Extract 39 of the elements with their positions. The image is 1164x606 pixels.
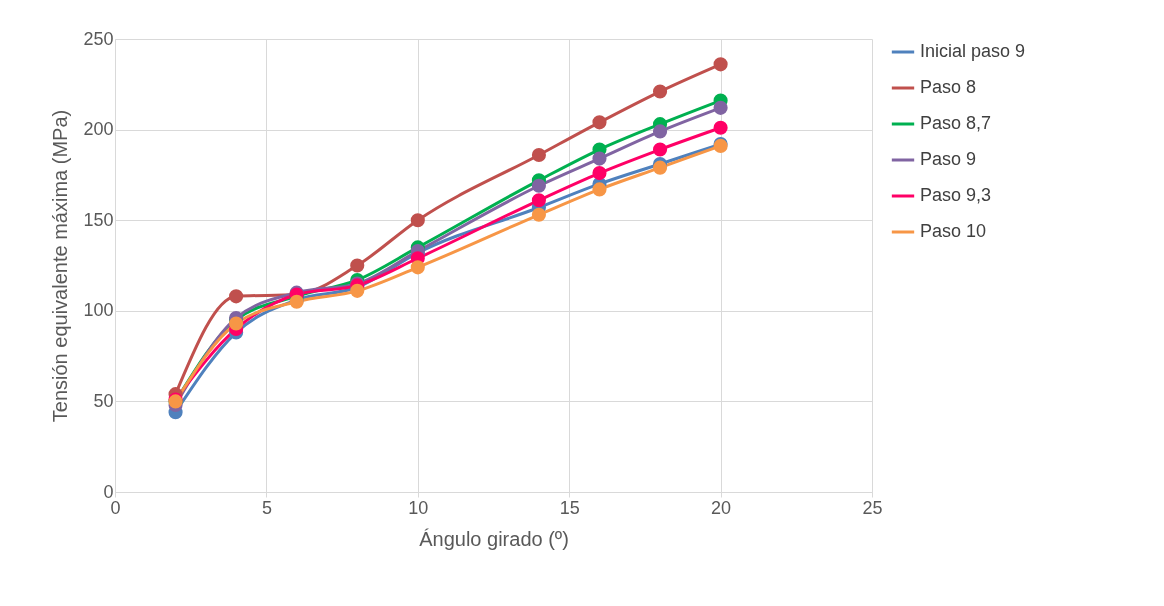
legend-label: Paso 9,3: [920, 185, 992, 205]
point: [531, 147, 546, 163]
x-axis-title: Ángulo girado (º): [419, 527, 569, 550]
y-tick-label: 0: [103, 481, 114, 502]
x-tick-label: 15: [559, 497, 580, 518]
y-tick-label: 150: [83, 209, 114, 230]
x-tick-label: 20: [711, 497, 732, 518]
point: [531, 193, 546, 208]
point: [713, 57, 728, 72]
point: [652, 84, 668, 99]
point: [592, 151, 607, 166]
y-tick-label: 100: [83, 300, 114, 321]
point: [229, 316, 244, 331]
point: [652, 160, 668, 175]
point: [713, 100, 728, 115]
x-tick-label: 5: [261, 497, 272, 518]
point: [713, 120, 728, 135]
legend-label: Paso 8: [920, 77, 977, 97]
point: [229, 289, 244, 304]
point: [350, 258, 365, 273]
y-axis-title: Tensión equivalente máxima (MPa): [49, 109, 72, 423]
point: [592, 182, 607, 197]
x-tick-label: 10: [408, 497, 429, 518]
point: [410, 213, 425, 228]
point: [652, 142, 668, 157]
point: [531, 178, 546, 193]
point: [652, 124, 668, 139]
point: [410, 260, 425, 275]
legend-label: Paso 8,7: [920, 113, 992, 133]
legend-label: Inicial paso 9: [920, 41, 1026, 61]
point: [531, 207, 546, 222]
legend-label: Paso 9: [920, 149, 977, 169]
y-tick-label: 200: [83, 119, 114, 140]
x-tick-label: 25: [862, 497, 883, 518]
point: [592, 115, 607, 130]
y-tick-label: 50: [93, 390, 114, 411]
y-tick-label: 250: [83, 28, 114, 49]
point: [592, 166, 607, 181]
legend-label: Paso 10: [920, 221, 987, 241]
